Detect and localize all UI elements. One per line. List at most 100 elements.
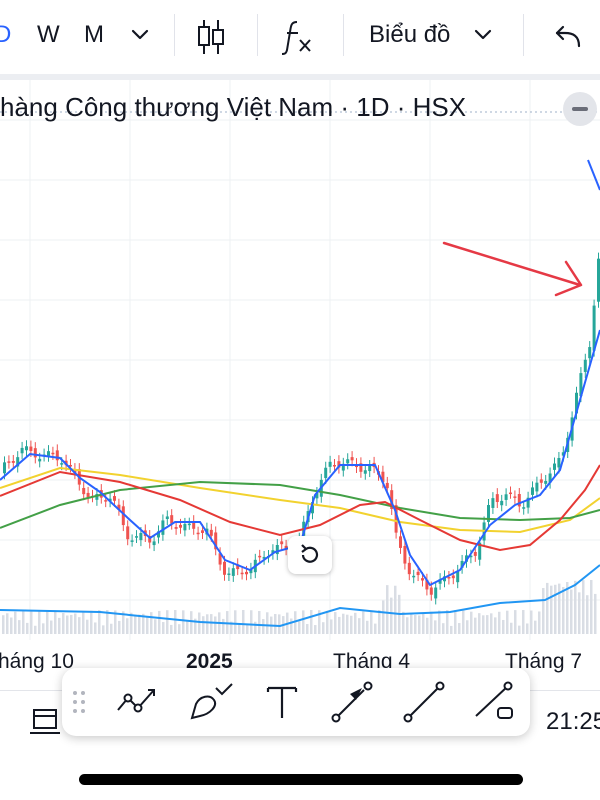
candle-body [249, 568, 253, 574]
candle-body [214, 532, 218, 550]
candle-body [126, 526, 130, 540]
chevron-down-icon[interactable] [130, 28, 150, 42]
interval-month-button[interactable]: M [84, 21, 104, 48]
interval-day-button[interactable]: D [0, 21, 12, 48]
volume-bar [382, 600, 385, 634]
volume-bar [550, 585, 553, 634]
volume-bar [30, 610, 33, 634]
volume-bar [530, 610, 533, 634]
candle-body [451, 575, 455, 579]
volume-bar [590, 580, 593, 634]
candle-body [284, 545, 288, 550]
volume-bar [130, 612, 133, 634]
candle-body [7, 461, 11, 463]
date-range-icon[interactable] [28, 705, 64, 739]
candle-body [363, 470, 367, 474]
candle-body [557, 457, 561, 468]
fx-icon[interactable] [282, 18, 316, 56]
volume-bar [302, 610, 305, 634]
collapse-legend-button[interactable] [563, 92, 597, 126]
interval-week-button[interactable]: W [37, 21, 60, 48]
candle-body [218, 553, 222, 565]
volume-bar [62, 612, 65, 634]
candle-body [535, 482, 539, 492]
volume-bar [498, 611, 501, 634]
volume-bar [346, 614, 349, 634]
candle-body [531, 487, 534, 495]
candle-body [262, 556, 266, 559]
candle-body [135, 536, 138, 538]
candle-body [385, 482, 389, 489]
x-tick-label: Tháng 7 [505, 650, 583, 673]
volume-bar [310, 610, 313, 634]
candle-body [258, 555, 262, 558]
volume-bar [222, 618, 225, 634]
candle-body [592, 305, 596, 351]
reset-chart-button[interactable] [288, 536, 332, 574]
candle-body [130, 540, 134, 542]
candle-body [517, 494, 521, 507]
volume-bar [2, 615, 5, 634]
volume-bar [170, 624, 173, 634]
trend-line-icon[interactable] [114, 678, 162, 726]
moving-average-yellow [0, 466, 600, 534]
drag-handle-icon[interactable] [72, 690, 86, 714]
volume-bar [106, 610, 109, 634]
candle-body [381, 471, 385, 483]
volume-bar [210, 614, 213, 634]
volume-bar [114, 610, 117, 634]
volume-average-line [0, 564, 600, 628]
candle-body [390, 490, 394, 509]
candle-body [469, 555, 473, 558]
arrow-icon[interactable] [328, 678, 376, 726]
volume-bar [570, 589, 573, 634]
volume-bar [202, 616, 205, 634]
candle-body [403, 545, 407, 564]
volume-bar [486, 615, 489, 634]
volume-bar [314, 625, 317, 634]
ray-icon[interactable] [400, 678, 448, 726]
home-indicator [79, 774, 523, 785]
toolbar-divider [257, 14, 258, 56]
candle-body [311, 502, 314, 514]
volume-bar [58, 617, 61, 634]
volume-bar [582, 580, 585, 634]
volume-bar [546, 582, 549, 634]
candlestick-icon[interactable] [196, 18, 226, 56]
volume-bar [162, 622, 165, 634]
undo-icon[interactable] [553, 24, 583, 50]
x-tick-label: 2025 [186, 650, 233, 673]
annotation-arrow [442, 241, 582, 287]
volume-bar [290, 618, 293, 634]
candle-body [201, 530, 204, 533]
volume-bar [574, 580, 577, 634]
time-label: 21:25 [546, 708, 600, 735]
candle-body [108, 498, 112, 502]
price-chart[interactable] [0, 80, 600, 690]
chevron-down-icon[interactable] [473, 28, 493, 42]
candle-body [196, 532, 200, 535]
chart-menu-button[interactable]: Biểu đồ [369, 21, 451, 48]
candle-body [47, 451, 50, 456]
candle-body [11, 460, 15, 463]
brush-icon[interactable] [186, 678, 234, 726]
candle-body [368, 466, 372, 472]
volume-bar [586, 595, 589, 634]
volume-bar [494, 617, 497, 634]
candle-body [513, 496, 517, 498]
candle-body [425, 579, 429, 590]
volume-bar [434, 620, 437, 634]
volume-bar [326, 610, 329, 634]
candle-body [588, 347, 592, 359]
volume-bar [454, 610, 457, 634]
candle-body [583, 359, 587, 372]
volume-bar [50, 620, 53, 634]
moving-average-blue [0, 329, 600, 587]
text-icon[interactable] [258, 678, 306, 726]
volume-bar [78, 617, 81, 634]
volume-bar [402, 611, 405, 634]
extended-line-icon[interactable] [470, 678, 518, 726]
candle-body [544, 480, 548, 484]
volume-bar [418, 615, 421, 634]
volume-bar [82, 611, 85, 634]
